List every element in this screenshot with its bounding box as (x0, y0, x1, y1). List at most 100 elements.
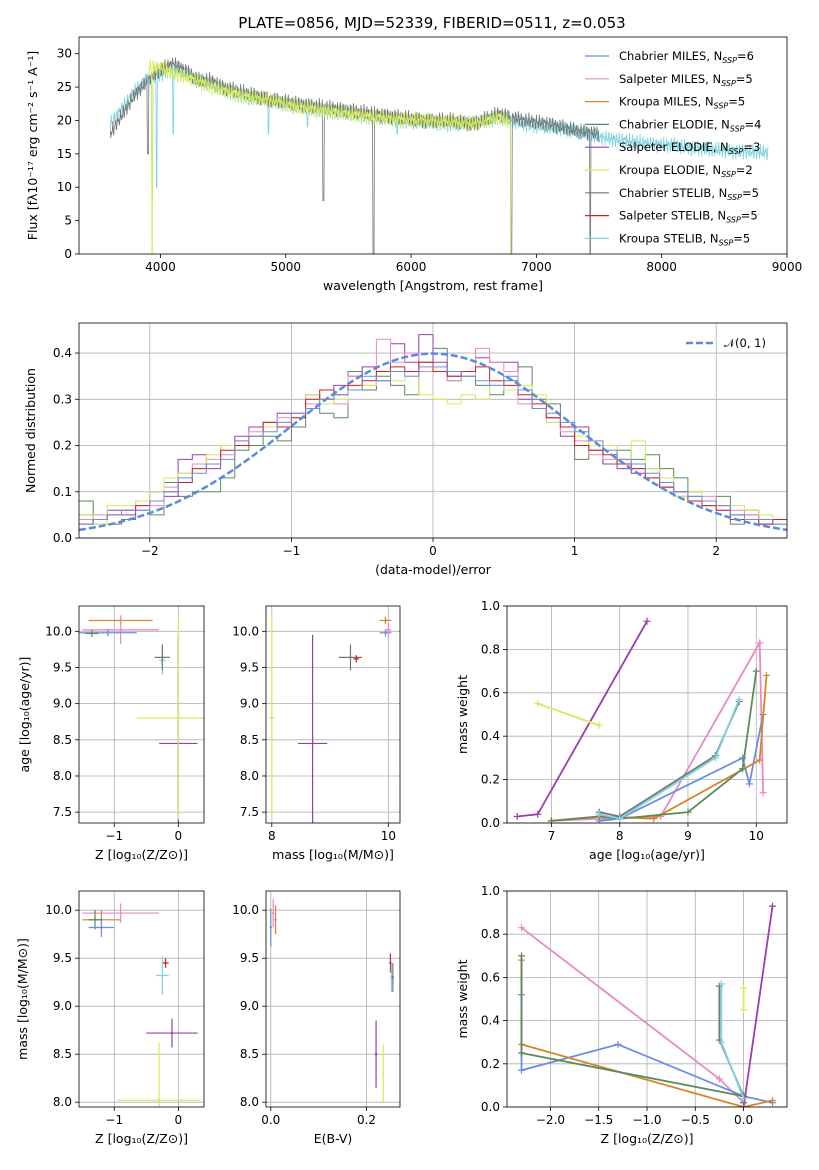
legend-subscript: SSP (722, 56, 737, 65)
y-tick-label: 30 (57, 47, 72, 61)
data-point (161, 656, 164, 659)
y-tick-label: 9.5 (240, 660, 259, 674)
x-tick-label: 1 (571, 544, 579, 558)
y-tick-label: 5 (64, 214, 72, 228)
y-tick-label: 20 (57, 113, 72, 127)
data-point (164, 961, 167, 965)
x-tick-label: 0 (175, 829, 183, 843)
x-tick-label: 0.2 (357, 1113, 376, 1127)
y-tick-label: 9.5 (53, 951, 72, 965)
data-point (161, 974, 164, 977)
y-tick-label: 0.8 (481, 927, 500, 941)
y-tick-label: 0.0 (53, 531, 72, 545)
legend-entry: Chabrier STELIB, NSSP=5 (619, 186, 759, 202)
y-tick-label: 0.0 (481, 816, 500, 830)
y-tick-label: 8.0 (240, 1095, 259, 1109)
y-tick-label: 9.0 (53, 697, 72, 711)
data-point (170, 1031, 174, 1035)
weight-line-chabrier-stelib (599, 701, 741, 818)
y-tick-label: 0.3 (53, 392, 72, 406)
plot-area (79, 334, 787, 532)
x-tick-label: 7000 (521, 260, 552, 274)
y-axis-label: mass weight (455, 959, 470, 1038)
data-point (106, 631, 110, 634)
legend-suffix: =3 (743, 140, 760, 154)
weight-line-kroupa-stelib (599, 698, 741, 820)
weight-line-chabrier-elodie (551, 670, 758, 822)
y-tick-label: 8.0 (240, 769, 259, 783)
data-point (311, 742, 314, 745)
y-tick-label: 0.2 (53, 439, 72, 453)
weight-line-chabrier-elodie (520, 955, 744, 1098)
legend-subscript: SSP (729, 147, 744, 156)
y-tick-label: 10 (57, 180, 72, 194)
data-point (271, 911, 275, 915)
y-tick-label: 1.0 (481, 884, 500, 898)
legend-entry: Chabrier ELODIE, NSSP=4 (619, 117, 761, 133)
legend-entry: Salpeter STELIB, NSSP=5 (619, 209, 758, 225)
x-tick-label: 0.0 (261, 1113, 280, 1127)
x-tick-label: 9 (684, 829, 692, 843)
y-tick-label: 9.5 (240, 951, 259, 965)
x-tick-label: 8 (616, 829, 624, 843)
y-tick-label: 9.0 (53, 999, 72, 1013)
y-axis-label: Normed distribution (23, 368, 38, 493)
y-tick-label: 7.5 (240, 805, 259, 819)
y-tick-label: 1.0 (481, 599, 500, 613)
y-tick-label: 10.0 (232, 903, 259, 917)
weight-line-kroupa-stelib (720, 983, 745, 1099)
panels: 4000 5000 6000 7000 8000 9000051015202530wave… (15, 36, 802, 1146)
y-tick-label: 0.6 (481, 686, 500, 700)
plot-area (109, 57, 769, 254)
x-tick-label: 6000 (396, 260, 427, 274)
x-axis-label: Z [log₁₀(Z/Z⊙)] (95, 1131, 188, 1146)
axes-frame (78, 322, 788, 539)
data-point (382, 1072, 385, 1075)
x-tick-label: 8 (268, 829, 276, 843)
x-tick-label: 0 (429, 544, 437, 558)
spectrum-line-chabrier-stelib (109, 57, 600, 254)
legend-subscript: SSP (714, 102, 729, 111)
data-point (384, 631, 387, 634)
legend-subscript: SSP (721, 170, 736, 179)
data-point (391, 976, 395, 979)
data-point (157, 1099, 161, 1102)
y-tick-label: 9.0 (240, 697, 259, 711)
y-tick-label: 0.4 (53, 346, 72, 360)
x-tick-label: −1 (105, 1113, 123, 1127)
y-tick-label: 0.8 (481, 642, 500, 656)
data-point (387, 628, 390, 632)
data-point (355, 657, 358, 661)
axes-frame (506, 890, 788, 1108)
legend-suffix: =4 (745, 117, 762, 131)
legend-entry: Salpeter MILES, NSSP=5 (619, 72, 753, 88)
panel-spectrum: 4000 5000 6000 7000 8000 9000 0 5 10 15 20 25 30 wave… (25, 36, 802, 293)
weight-line-kroupa-elodie (537, 702, 600, 727)
x-tick-label: −1 (105, 829, 123, 843)
panel-age-vs-mass: 8 10 7.5 8.0 8.5 9.0 9.5 10.0 mass [log₁₀(M/M⊙)] (232, 605, 401, 862)
y-tick-label: 8.5 (240, 733, 259, 747)
legend-entry: 𝒩(0, 1) (724, 336, 766, 350)
y-tick-label: 15 (57, 147, 72, 161)
histogram-chabrier-miles (79, 366, 787, 525)
legend-subscript: SSP (721, 79, 736, 88)
y-tick-label: 0.2 (481, 773, 500, 787)
data-point (177, 716, 180, 720)
data-point (274, 918, 277, 921)
y-tick-label: 8.5 (53, 733, 72, 747)
figure-title: PLATE=0856, MJD=52339, FIBERID=0511, z=0… (238, 14, 625, 32)
y-tick-label: 10.0 (45, 624, 72, 638)
legend-entry: Kroupa ELODIE, NSSP=2 (619, 163, 753, 179)
gaussian-curve (79, 352, 787, 532)
legend-suffix: =2 (736, 163, 753, 177)
x-axis-label: E(B-V) (314, 1131, 353, 1146)
y-tick-label: 25 (57, 80, 72, 94)
axes-frame (78, 36, 788, 255)
legend-entry: Kroupa STELIB, NSSP=5 (619, 231, 750, 247)
y-tick-label: 0.4 (481, 729, 500, 743)
panel-massweight-vs-Z: −2.0 −1.5 −1.0 −0.5 0.0 0.0 0.2 0.4 0.6 0.8 1.0 Z [… (455, 884, 788, 1146)
weight-line-salpeter-elodie (742, 905, 774, 1107)
data-point (374, 1053, 378, 1056)
data-point (100, 926, 103, 929)
